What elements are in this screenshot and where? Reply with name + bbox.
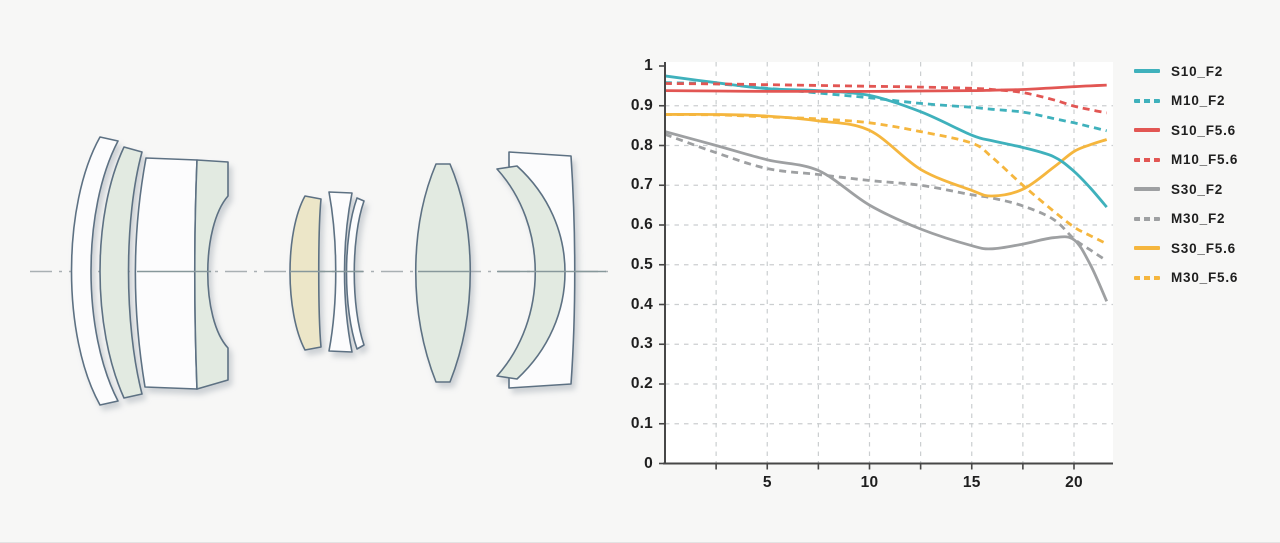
y-tick-label: 0 (644, 454, 653, 472)
y-tick-label: 0.4 (630, 295, 653, 313)
y-tick-label: 0.3 (630, 335, 653, 353)
y-tick-label: 0.8 (630, 136, 653, 154)
lens-element-3b (193, 159, 229, 390)
plot-area (664, 62, 1113, 464)
legend-item-s30-f2: S30_F2 (1134, 179, 1238, 200)
legend-swatch (1134, 69, 1160, 74)
lens-element-6 (345, 197, 365, 350)
legend-item-s10-f2: S10_F2 (1134, 61, 1238, 82)
legend-label: M10_F5.6 (1171, 152, 1239, 168)
series-S10_F5.6 (664, 83, 1107, 93)
legend-item-m30-f56: M30_F5.6 (1134, 268, 1238, 289)
lens-element-8 (496, 165, 566, 380)
series-M10_F2 (664, 81, 1108, 133)
legend-label: M30_F2 (1171, 211, 1226, 227)
y-tick-label: 0.2 (630, 375, 653, 392)
x-tick-label: 10 (860, 473, 879, 491)
legend-item-m10-f2: M10_F2 (1134, 91, 1238, 112)
legend-swatch (1134, 216, 1160, 221)
legend-swatch (1134, 275, 1160, 280)
lens-element-1 (70, 136, 119, 406)
y-tick-label: 0.5 (630, 255, 653, 273)
legend-swatch (1134, 157, 1160, 162)
legend-label: S10_F5.6 (1171, 122, 1236, 138)
legend-label: M30_F5.6 (1171, 270, 1239, 286)
lens-element-7 (414, 163, 472, 383)
series-M10_F5.6 (664, 82, 1107, 115)
y-tick-label: 0.7 (630, 176, 653, 194)
y-tick-label: 0.9 (630, 96, 653, 114)
legend-item-s10-f56: S10_F5.6 (1134, 120, 1238, 141)
series-M30_F2 (664, 133, 1108, 262)
legend-swatch (1134, 187, 1160, 192)
series-M30_F5.6 (664, 113, 1108, 245)
legend-swatch (1134, 246, 1160, 251)
legend-swatch (1134, 98, 1160, 103)
legend-item-m10-f56: M10_F5.6 (1134, 150, 1238, 171)
legend-swatch (1134, 128, 1160, 133)
legend-label: S10_F2 (1171, 63, 1224, 79)
y-tick-label: 1 (644, 57, 653, 74)
y-tick-label: 0.6 (630, 216, 653, 233)
x-tick-label: 20 (1065, 473, 1083, 491)
lens-element-2 (99, 146, 143, 399)
series-S30_F2 (664, 130, 1108, 302)
legend-label: S30_F5.6 (1171, 240, 1236, 256)
lens-diagram (30, 136, 610, 406)
lens-element-4 (289, 195, 322, 351)
legend-label: S30_F2 (1171, 181, 1224, 197)
x-tick-label: 15 (962, 473, 981, 491)
x-tick-label: 5 (762, 473, 772, 491)
chart-legend: S10_F2 M10_F2 S10_F5.6 M10_F5.6 S30_F2 M… (1134, 61, 1238, 288)
legend-item-s30-f56: S30_F5.6 (1134, 238, 1238, 259)
legend-item-m30-f2: M30_F2 (1134, 209, 1238, 230)
legend-label: M10_F2 (1171, 93, 1226, 109)
y-tick-label: 0.1 (630, 414, 653, 432)
